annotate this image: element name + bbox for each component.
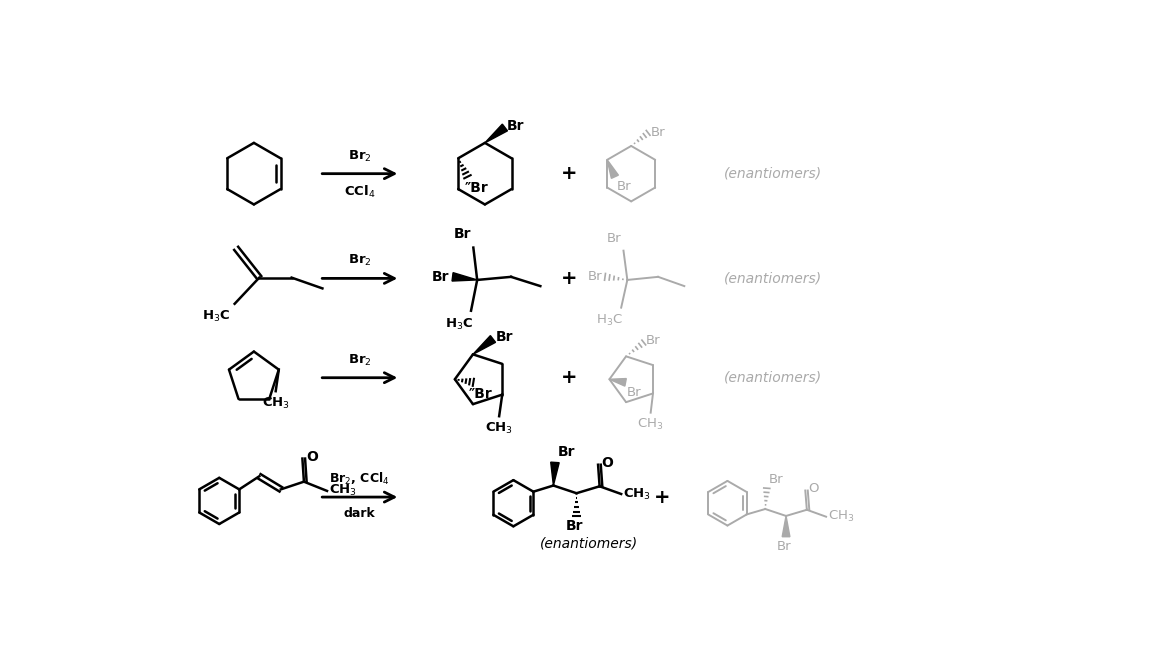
Polygon shape <box>609 378 627 386</box>
Text: CH$_3$: CH$_3$ <box>262 396 289 411</box>
Text: +: + <box>654 488 670 507</box>
Text: Br$_2$: Br$_2$ <box>348 149 372 164</box>
Text: dark: dark <box>343 507 375 520</box>
Text: Br: Br <box>454 228 472 241</box>
Text: +: + <box>561 368 577 387</box>
Text: Br: Br <box>607 232 621 245</box>
Text: Br: Br <box>617 180 632 193</box>
Text: H$_3$C: H$_3$C <box>202 309 230 324</box>
Polygon shape <box>782 516 790 537</box>
Text: Br: Br <box>777 540 791 553</box>
Text: O: O <box>808 482 818 495</box>
Text: Br: Br <box>566 519 583 534</box>
Text: Br: Br <box>587 270 602 284</box>
Polygon shape <box>550 462 559 486</box>
Text: Br: Br <box>507 119 524 133</box>
Polygon shape <box>607 160 619 178</box>
Text: (enantiomers): (enantiomers) <box>723 271 822 286</box>
Text: Br: Br <box>559 445 575 459</box>
Polygon shape <box>452 272 477 281</box>
Text: H$_3$C: H$_3$C <box>596 313 623 328</box>
Text: Br: Br <box>495 330 513 344</box>
Polygon shape <box>473 336 495 355</box>
Text: Br: Br <box>769 473 783 486</box>
Text: Br$_2$, CCl$_4$: Br$_2$, CCl$_4$ <box>329 471 390 487</box>
Text: CCl$_4$: CCl$_4$ <box>345 184 375 200</box>
Text: CH$_3$: CH$_3$ <box>623 486 652 501</box>
Text: (enantiomers): (enantiomers) <box>723 370 822 385</box>
Text: O: O <box>601 456 613 470</box>
Text: CH$_3$: CH$_3$ <box>828 509 855 524</box>
Text: CH$_3$: CH$_3$ <box>637 417 664 432</box>
Text: (enantiomers): (enantiomers) <box>540 536 637 550</box>
Text: ″Br: ″Br <box>469 387 493 401</box>
Text: Br: Br <box>650 126 666 139</box>
Text: Br: Br <box>627 386 642 399</box>
Polygon shape <box>485 124 508 143</box>
Text: O: O <box>306 450 319 464</box>
Text: +: + <box>561 269 577 288</box>
Text: Br: Br <box>432 270 449 284</box>
Text: +: + <box>561 164 577 183</box>
Text: H$_3$C: H$_3$C <box>446 317 474 332</box>
Text: CH$_3$: CH$_3$ <box>486 421 513 436</box>
Text: CH$_3$: CH$_3$ <box>329 484 358 499</box>
Text: (enantiomers): (enantiomers) <box>723 166 822 181</box>
Text: Br$_2$: Br$_2$ <box>348 253 372 268</box>
Text: Br: Br <box>646 334 661 347</box>
Text: ″Br: ″Br <box>465 180 488 195</box>
Text: Br$_2$: Br$_2$ <box>348 353 372 368</box>
